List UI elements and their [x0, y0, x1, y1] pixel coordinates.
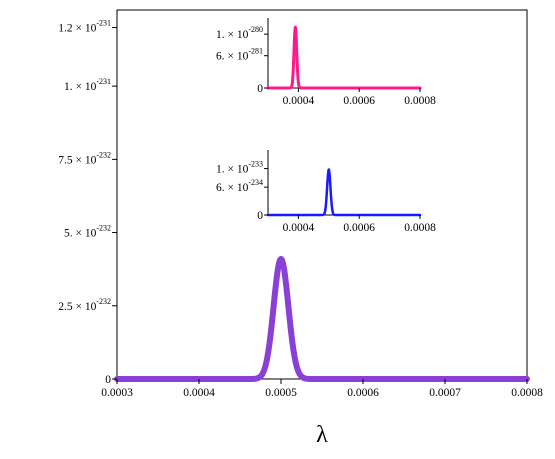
- inset-top-y-tick-label-0: 0: [257, 83, 263, 95]
- inset-top-x-tick-label-1: 0.0006: [343, 95, 375, 107]
- inset-bottom-y-tick-label-2: 1. × 10-233: [216, 160, 263, 176]
- main-plot-frame: [116, 9, 528, 380]
- main-x-tick-label-2: 0.0005: [265, 387, 297, 399]
- inset-bottom-x-tick-label-2: 0.0008: [404, 222, 436, 234]
- main-series-0-line: [114, 255, 530, 382]
- main-y-tick-label-5: 1.2 × 10-231: [58, 19, 111, 35]
- main-y-tick-label-4: 1. × 10-231: [64, 77, 111, 93]
- main-x-axis-label: λ: [316, 422, 328, 448]
- main-x-tick-label-0: 0.0003: [101, 387, 133, 399]
- inset-bottom-x-tick-label-1: 0.0006: [343, 222, 375, 234]
- main-y-tick-label-1: 2.5 × 10-232: [58, 297, 111, 313]
- main-x-tick-label-3: 0.0006: [347, 387, 379, 399]
- inset-top-series-0-line: [266, 25, 422, 90]
- main-x-tick-label-4: 0.0007: [429, 387, 461, 399]
- main-y-tick-label-0: 0: [105, 374, 111, 386]
- inset-top-x-tick-label-0: 0.0004: [283, 95, 315, 107]
- inset-bottom-series-0-line: [266, 168, 422, 217]
- inset-bottom-x-tick-label-0: 0.0004: [283, 222, 315, 234]
- main-y-tick-label-3: 7.5 × 10-232: [58, 150, 111, 166]
- main-y-tick-label-2: 5. × 10-232: [64, 224, 111, 240]
- main-x-tick-label-5: 0.0008: [511, 387, 543, 399]
- inset-bottom-y-tick-label-0: 0: [257, 210, 263, 222]
- inset-top-y-tick-label-1: 6. × 10-281: [216, 47, 263, 63]
- inset-top-y-tick-label-2: 1. × 10-280: [216, 25, 263, 41]
- inset-bottom-y-tick-label-1: 6. × 10-234: [216, 178, 263, 194]
- inset-top-x-tick-label-2: 0.0008: [404, 95, 436, 107]
- main-x-tick-label-1: 0.0004: [183, 387, 215, 399]
